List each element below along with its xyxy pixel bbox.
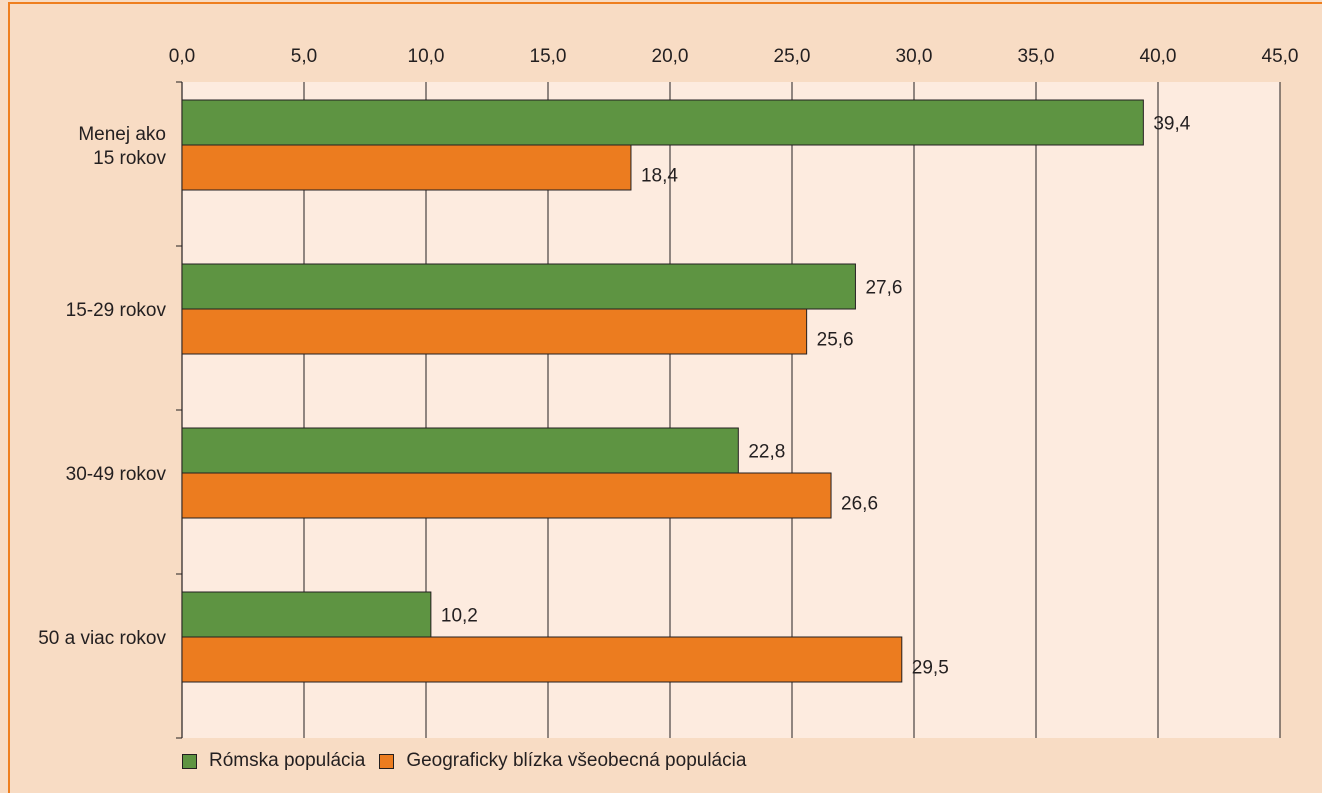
x-tick-label: 40,0 [1140,46,1177,67]
legend-item-general: Geograficky blízka všeobecná populácia [379,750,746,772]
category-label: 15-29 rokov [66,300,167,321]
data-label: 26,6 [841,494,878,515]
category-label: 30-49 rokov [66,464,167,485]
bar-roma [181,99,1144,146]
x-tick-label: 35,0 [1018,46,1055,67]
x-tick-label: 0,0 [169,46,195,67]
bar-general [181,636,903,683]
data-label: 10,2 [441,606,478,627]
bar-roma [181,427,739,474]
x-tick-label: 5,0 [291,46,317,67]
x-tick-label: 10,0 [408,46,445,67]
x-tick-label: 20,0 [652,46,689,67]
legend-label-general: Geograficky blízka všeobecná populácia [406,750,747,771]
bar-roma [181,263,856,310]
x-tick-label: 25,0 [774,46,811,67]
legend: Rómska populácia Geograficky blízka všeo… [182,746,746,776]
x-tick-label: 15,0 [530,46,567,67]
data-label: 27,6 [865,278,902,299]
bar-general [181,144,632,191]
x-tick-label: 45,0 [1262,46,1299,67]
x-tick-label: 30,0 [896,46,933,67]
frame-left-line [8,2,10,793]
data-label: 25,6 [817,330,854,351]
data-label: 29,5 [912,658,949,679]
category-label: 50 a viac rokov [38,628,166,649]
data-label: 39,4 [1153,114,1190,135]
data-label: 22,8 [748,442,785,463]
frame-top-line [8,2,1322,4]
bar-general [181,308,808,355]
legend-label-roma: Rómska populácia [209,750,366,771]
legend-swatch-roma [182,753,197,769]
data-label: 18,4 [641,166,678,187]
legend-item-roma: Rómska populácia [182,750,365,772]
legend-swatch-general [379,753,395,769]
bar-general [181,472,832,519]
bar-roma [181,591,432,638]
category-label: 15 rokov [93,148,166,169]
category-label: Menej ako [78,124,166,145]
